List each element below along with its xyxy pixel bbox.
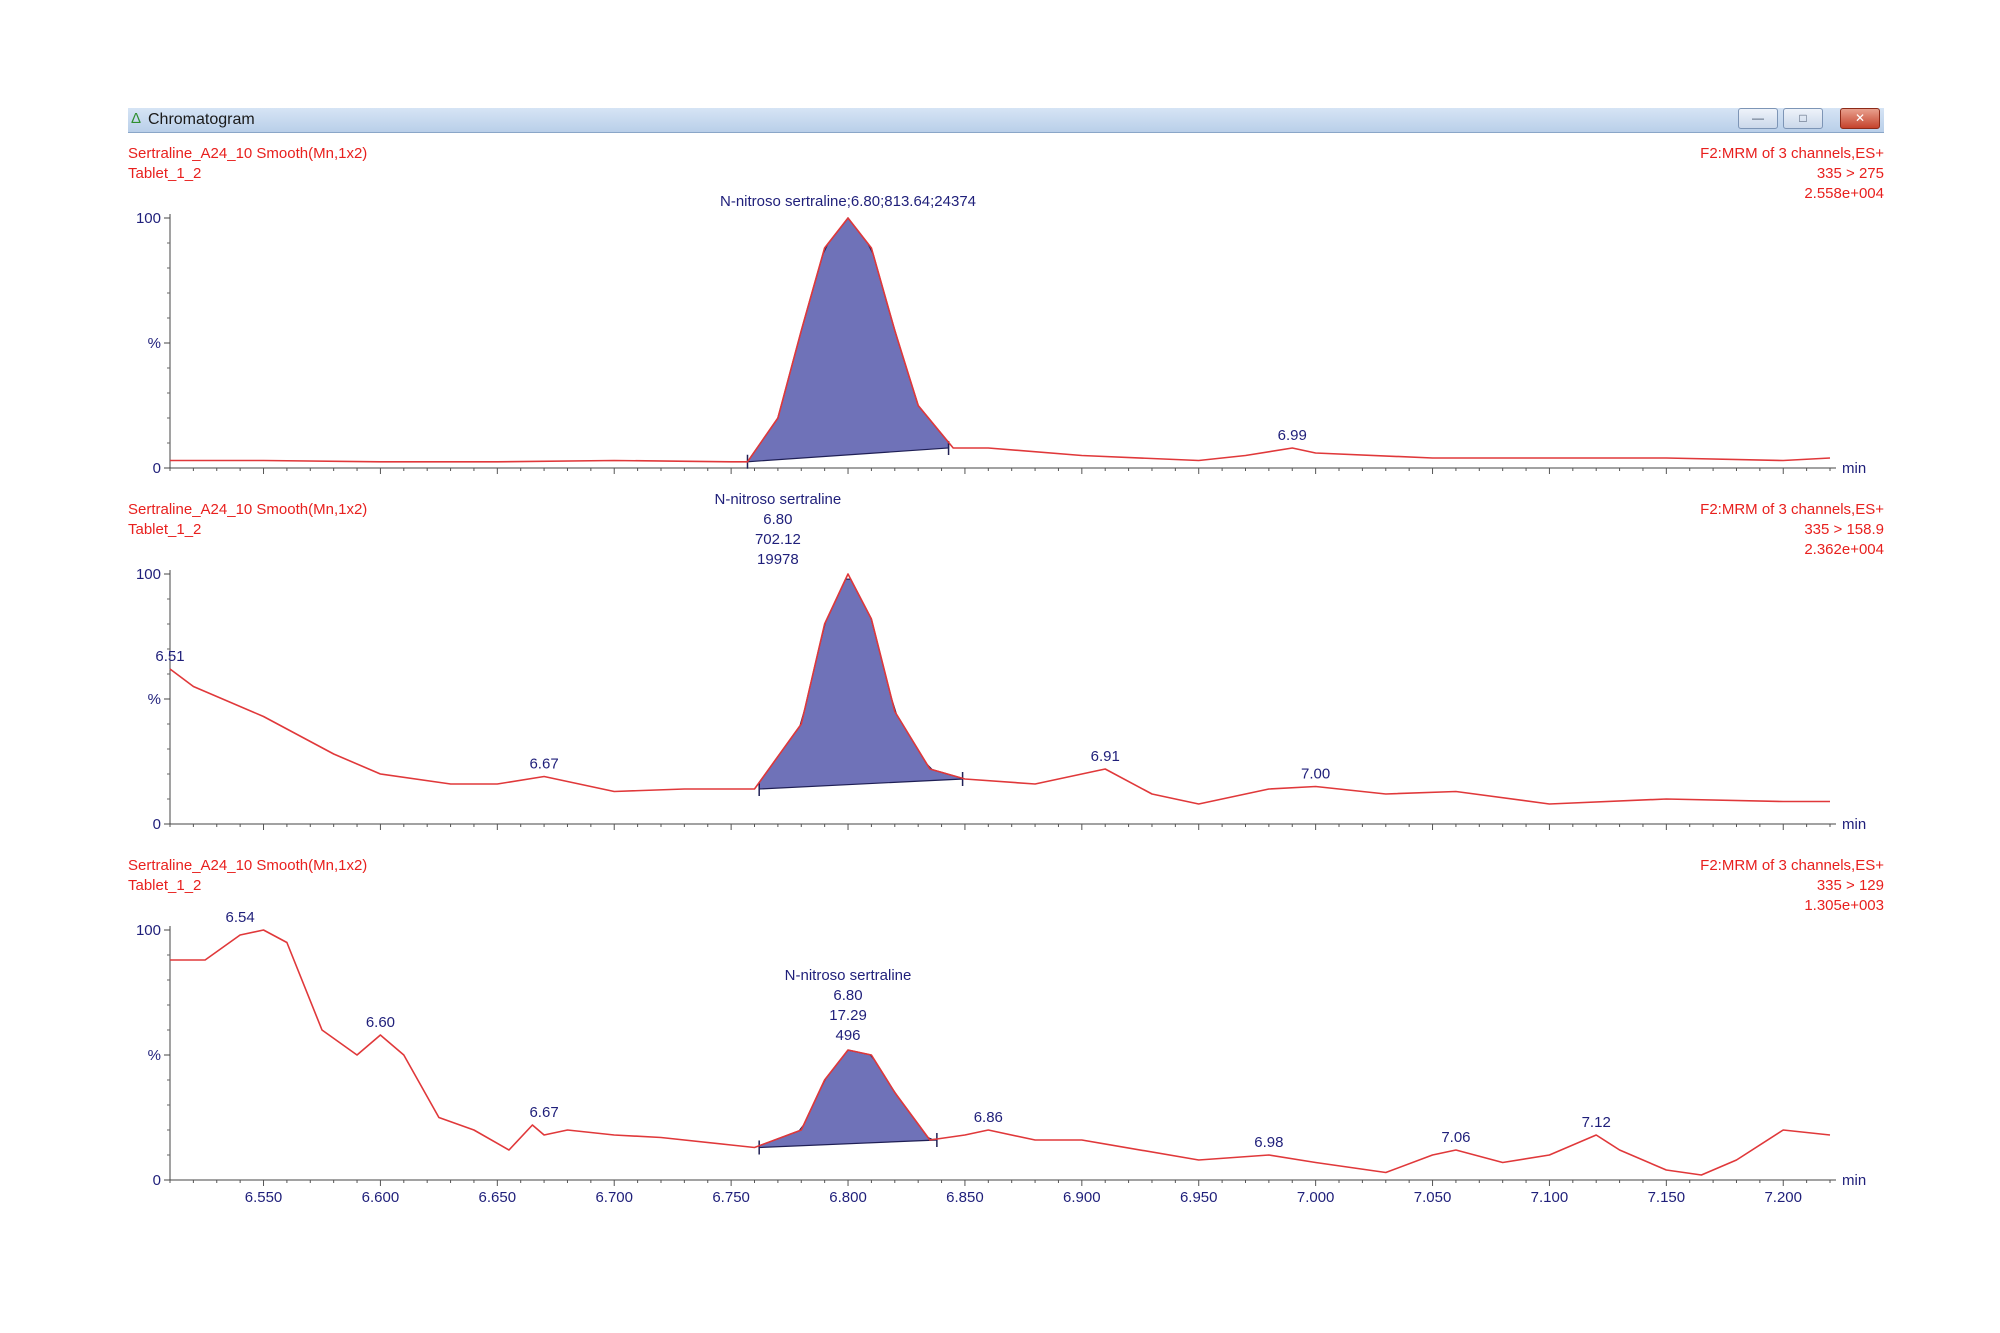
y-tick-label: 100 xyxy=(136,210,161,227)
chromatogram-trace xyxy=(170,929,1831,1176)
x-tick-label: 7.200 xyxy=(1764,1189,1802,1206)
peak-rt-label: 6.67 xyxy=(529,756,558,773)
x-tick-label: 6.800 xyxy=(829,1189,867,1206)
peak-rt-label: 6.98 xyxy=(1254,1134,1283,1151)
transition-label: 335 > 275 xyxy=(1816,165,1884,182)
y-tick-label: % xyxy=(148,1047,161,1064)
x-axis-unit: min xyxy=(1842,460,1866,477)
peak-annotation-line: N-nitroso sertraline xyxy=(715,491,842,508)
y-tick-label: 0 xyxy=(153,460,161,477)
peak-annotation-line: 702.12 xyxy=(755,531,801,548)
transition-label: 335 > 158.9 xyxy=(1804,521,1884,538)
intensity-label: 2.558e+004 xyxy=(1804,185,1884,202)
peak-annotation-line: N-nitroso sertraline xyxy=(785,967,912,984)
x-tick-label: 7.150 xyxy=(1648,1189,1686,1206)
minimize-button[interactable]: — xyxy=(1738,108,1778,129)
chromatogram-panel-1: Sertraline_A24_10 Smooth(Mn,1x2) Tablet_… xyxy=(128,144,1884,499)
sample-name: Sertraline_A24_10 Smooth(Mn,1x2) xyxy=(128,501,368,518)
function-label: F2:MRM of 3 channels,ES+ xyxy=(1700,145,1884,162)
peak-rt-label: 6.86 xyxy=(974,1109,1003,1126)
intensity-label: 2.362e+004 xyxy=(1804,541,1884,558)
chromatogram-panel-3: Sertraline_A24_10 Smooth(Mn,1x2) Tablet_… xyxy=(128,856,1884,1211)
chromatogram-panel-2: Sertraline_A24_10 Smooth(Mn,1x2) Tablet_… xyxy=(128,491,1884,855)
x-tick-label: 6.850 xyxy=(946,1189,984,1206)
sample-id: Tablet_1_2 xyxy=(128,165,202,182)
peak-rt-label: 7.12 xyxy=(1582,1114,1611,1131)
integrated-peak-area xyxy=(746,217,950,464)
maximize-button[interactable]: □ xyxy=(1783,108,1823,129)
peak-rt-label: 7.06 xyxy=(1441,1129,1470,1146)
peak-annotation-line: 6.80 xyxy=(763,511,792,528)
sample-name: Sertraline_A24_10 Smooth(Mn,1x2) xyxy=(128,145,368,162)
peak-annotation-line: 6.80 xyxy=(833,987,862,1004)
peak-annotation-line: 17.29 xyxy=(829,1007,867,1024)
chromatogram-trace xyxy=(170,217,1831,463)
chromatogram-plot-2: 0% 100 min 6.51 6.67 6.91 7.00 N-nitroso sertra… xyxy=(136,491,1866,833)
sample-name: Sertraline_A24_10 Smooth(Mn,1x2) xyxy=(128,857,368,874)
x-tick-label: 6.650 xyxy=(479,1189,517,1206)
x-tick-label: 6.900 xyxy=(1063,1189,1101,1206)
x-tick-label: 7.100 xyxy=(1531,1189,1569,1206)
peak-annotation-line: 496 xyxy=(836,1027,861,1044)
x-axis-unit: min xyxy=(1842,816,1866,833)
chromatogram-window: Δ Chromatogram — □ ✕ Sertraline_A24_10 S… xyxy=(128,108,1884,1206)
function-label: F2:MRM of 3 channels,ES+ xyxy=(1700,501,1884,518)
y-tick-label: 100 xyxy=(136,922,161,939)
x-tick-label: 6.700 xyxy=(595,1189,633,1206)
chromatogram-trace xyxy=(169,573,1830,805)
x-tick-label: 7.000 xyxy=(1297,1189,1335,1206)
peak-annotation-line: 19978 xyxy=(757,551,799,568)
x-axis-unit: min xyxy=(1842,1172,1866,1189)
integrated-peak-area xyxy=(758,1049,938,1149)
close-icon: ✕ xyxy=(1854,111,1866,125)
x-tick-label: 7.050 xyxy=(1414,1189,1452,1206)
window-title: Chromatogram xyxy=(148,111,255,128)
y-tick-label: 0 xyxy=(153,1172,161,1189)
peak-rt-label: 6.99 xyxy=(1278,427,1307,444)
x-tick-label: 6.600 xyxy=(362,1189,400,1206)
close-button[interactable]: ✕ xyxy=(1840,108,1880,129)
sample-id: Tablet_1_2 xyxy=(128,877,202,894)
y-tick-label: % xyxy=(148,691,161,708)
x-tick-label: 6.550 xyxy=(245,1189,283,1206)
peak-rt-label: 6.54 xyxy=(226,909,255,926)
integrated-peak-area xyxy=(758,578,964,790)
intensity-label: 1.305e+003 xyxy=(1804,897,1884,914)
y-tick-label: 100 xyxy=(136,566,161,583)
x-tick-label: 6.750 xyxy=(712,1189,750,1206)
minimize-icon: — xyxy=(1752,111,1764,125)
x-tick-label: 6.950 xyxy=(1180,1189,1218,1206)
peak-rt-label: 6.91 xyxy=(1091,748,1120,765)
chromatogram-app-icon: Δ xyxy=(130,110,142,127)
peak-rt-label: 6.67 xyxy=(529,1104,558,1121)
sample-id: Tablet_1_2 xyxy=(128,521,202,538)
peak-rt-label: 6.51 xyxy=(155,648,184,665)
transition-label: 335 > 129 xyxy=(1816,877,1884,894)
y-tick-label: 0 xyxy=(153,816,161,833)
chromatogram-plot-3: 0% 100 6.550 6.600 6.650 6.700 6.750 6.800 6.850… xyxy=(136,909,1866,1206)
peak-rt-label: 6.60 xyxy=(366,1014,395,1031)
peak-rt-label: 7.00 xyxy=(1301,766,1330,783)
function-label: F2:MRM of 3 channels,ES+ xyxy=(1700,857,1884,874)
y-tick-label: % xyxy=(148,335,161,352)
chromatogram-plot-1: 0% 100 min 6.99 N-nitroso sertraline;6.80;81… xyxy=(136,193,1866,477)
maximize-icon: □ xyxy=(1799,111,1807,125)
window-titlebar: Δ Chromatogram — □ ✕ xyxy=(128,108,1884,133)
peak-annotation: N-nitroso sertraline;6.80;813.64;24374 xyxy=(720,193,976,210)
